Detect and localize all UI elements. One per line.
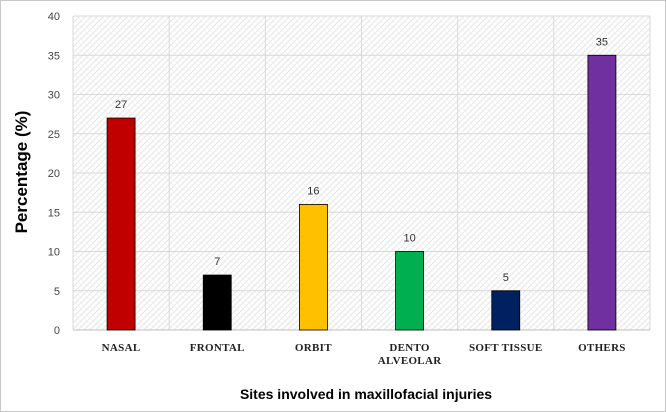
- bar: [395, 251, 424, 331]
- data-label: 27: [115, 99, 127, 111]
- y-tick-label: 30: [48, 90, 60, 102]
- y-tick-label: 20: [48, 168, 60, 180]
- x-axis-title: Sites involved in maxillofacial injuries: [240, 386, 492, 402]
- x-tick-label: ALVEOLAR: [378, 355, 442, 367]
- bar: [299, 203, 328, 331]
- bar: [491, 290, 521, 331]
- data-label: 16: [307, 185, 319, 197]
- data-label: 10: [403, 233, 415, 245]
- x-tick-label: DENTO: [389, 342, 430, 354]
- y-tick-label: 40: [48, 11, 60, 23]
- bar: [587, 54, 617, 331]
- y-tick-label: 25: [48, 129, 60, 141]
- y-tick-label: 0: [54, 325, 60, 337]
- x-tick-label: ORBIT: [295, 342, 332, 354]
- x-tick-label: NASAL: [102, 342, 141, 354]
- y-tick-label: 5: [54, 286, 60, 298]
- data-label: 7: [214, 256, 220, 268]
- bar: [106, 117, 136, 331]
- y-axis-title: Percentage (%): [12, 111, 31, 234]
- bar: [202, 274, 232, 331]
- x-tick-label: OTHERS: [578, 342, 626, 354]
- data-label: 35: [596, 36, 608, 48]
- data-label: 5: [503, 272, 509, 284]
- y-tick-label: 10: [48, 247, 60, 259]
- x-tick-label: FRONTAL: [190, 342, 245, 354]
- y-tick-label: 35: [48, 50, 60, 62]
- bars: 27 7 16 10 5 35: [106, 36, 617, 331]
- y-axis-ticks: 0 5 10 15 20 25 30 35 40: [48, 11, 60, 337]
- y-tick-label: 15: [48, 207, 60, 219]
- gridlines: [72, 15, 651, 331]
- x-tick-label: SOFT TISSUE: [469, 342, 543, 354]
